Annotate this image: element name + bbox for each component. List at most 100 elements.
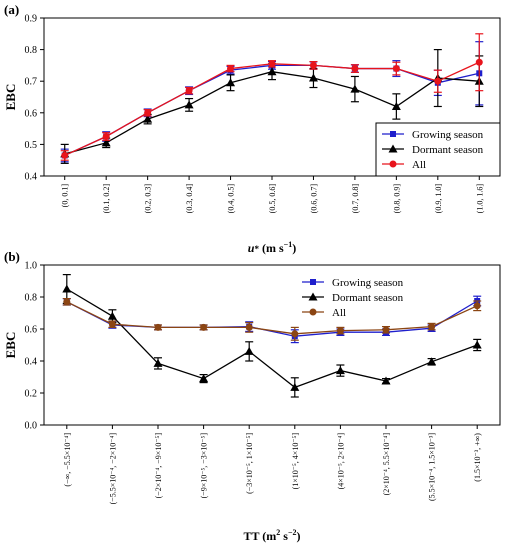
- a-data-point: [185, 87, 193, 95]
- b-data-point: [335, 366, 345, 375]
- a-y-tick-label: 0.4: [25, 172, 38, 183]
- b-legend: Growing season Dormant season All: [302, 277, 404, 319]
- b-x-tick-label: (1×10⁻⁵, 4×10⁻⁵]: [291, 433, 300, 490]
- a-x-tick-label: (0.5, 0.6]: [268, 184, 277, 214]
- chart-b: (b) 0.0 0.2 0.4 0.6 0.8 1.0 EBC (−∞, −5.5×10⁻⁴] (…: [3, 249, 501, 543]
- b-x-tick-label: (−∞, −5.5×10⁻⁴]: [63, 433, 72, 487]
- a-data-point: [309, 61, 317, 69]
- b-legend-label: Growing season: [332, 277, 404, 289]
- b-data-point: [245, 323, 253, 331]
- a-x-tick-label: (0.4, 0.5]: [227, 184, 236, 214]
- b-legend-marker: [309, 308, 317, 316]
- a-legend-marker: [390, 131, 396, 137]
- b-data-point: [199, 374, 209, 383]
- a-y-tick-label: 0.8: [25, 45, 38, 56]
- b-data-point: [154, 323, 162, 331]
- b-x-axis-label: TT (m2 s−2): [243, 528, 300, 543]
- b-data-point: [107, 311, 117, 320]
- a-data-point: [475, 58, 483, 66]
- a-data-point: [351, 65, 359, 73]
- b-x-tick-label: (−9×10⁻⁵, −3×10⁻⁵]: [200, 433, 209, 499]
- a-data-point: [434, 77, 442, 85]
- b-y-tick-label: 1.0: [25, 261, 38, 272]
- a-data-point: [143, 114, 153, 123]
- a-legend: Growing season Dormant season All: [375, 122, 501, 177]
- b-y-tick-label: 0.8: [25, 293, 38, 304]
- a-data-point: [61, 151, 69, 159]
- b-data-point: [108, 320, 116, 328]
- b-x-tick-label: (1.5×10⁻³, +∞): [473, 433, 482, 482]
- a-y-tick-label: 0.9: [25, 14, 38, 25]
- b-data-point: [382, 326, 390, 334]
- b-data-point: [290, 382, 300, 391]
- a-legend-label: All: [412, 159, 426, 171]
- b-legend-marker: [310, 279, 316, 285]
- b-x-tick-label: (4×10⁻⁵, 2×10⁻⁴]: [336, 433, 345, 490]
- b-data-point: [336, 327, 344, 335]
- b-data-point: [473, 302, 481, 310]
- a-legend-label: Dormant season: [412, 144, 484, 156]
- b-x-tick-label: (−5.5×10⁻⁴, −2×10⁻⁴]: [108, 433, 117, 505]
- a-x-axis-label: u* (m s−1): [248, 240, 296, 255]
- b-data-point: [62, 284, 72, 293]
- a-data-point: [308, 73, 318, 82]
- a-data-point: [392, 65, 400, 73]
- b-series-line: [66, 288, 478, 389]
- a-legend-label: Growing season: [412, 129, 484, 141]
- a-x-tick-label: (1.0, 1.6]: [475, 184, 484, 214]
- a-x-tick-label: (0.2, 0.3]: [144, 184, 153, 214]
- a-x-tick-label: (0.1, 0.2]: [102, 184, 111, 214]
- b-y-tick-label: 0.0: [25, 421, 38, 432]
- b-series-3: [62, 298, 482, 341]
- a-data-point: [391, 101, 401, 110]
- b-series-1: [62, 295, 482, 344]
- a-data-point: [350, 84, 360, 93]
- a-series-3: [60, 33, 484, 161]
- b-legend-label: All: [332, 307, 346, 319]
- a-data-point: [101, 138, 111, 147]
- b-data-point: [200, 323, 208, 331]
- a-x-tick-label: (0.7, 0.8]: [351, 184, 360, 214]
- b-y-tick-label: 0.2: [25, 389, 38, 400]
- a-x-tick-label: (0.3, 0.4]: [185, 184, 194, 214]
- b-x-tick-label: (2×10⁻⁴, 5.5×10⁻⁴]: [382, 433, 391, 496]
- b-data-point: [153, 358, 163, 367]
- a-x-tick-label: (0.8, 0.9]: [392, 184, 401, 214]
- a-legend-marker: [389, 160, 397, 168]
- chart-a: (a) 0.4 0.5 0.6 0.7 0.8 0.9 EBC (0, 0.1] (0.1, 0.…: [3, 2, 501, 255]
- b-data-point: [244, 346, 254, 355]
- a-data-point: [267, 67, 277, 76]
- a-y-tick-label: 0.5: [25, 140, 38, 151]
- b-y-tick-label: 0.4: [25, 357, 38, 368]
- b-panel-label: (b): [4, 249, 20, 264]
- b-data-point: [291, 330, 299, 338]
- b-x-tick-label: (−2×10⁻⁴, −9×10⁻⁵]: [154, 433, 163, 499]
- a-data-point: [227, 65, 235, 73]
- a-data-point: [226, 78, 236, 87]
- b-series-2: [62, 274, 482, 398]
- a-x-tick-label: (0, 0.1]: [61, 184, 70, 208]
- a-data-point: [268, 60, 276, 68]
- b-frame: [43, 264, 501, 426]
- b-series-line: [66, 301, 478, 335]
- b-y-tick-label: 0.6: [25, 325, 38, 336]
- b-data-point: [428, 323, 436, 331]
- b-y-axis-label: EBC: [3, 332, 18, 359]
- a-data-point: [144, 109, 152, 117]
- b-legend-marker: [308, 292, 318, 301]
- b-data-point: [63, 298, 71, 306]
- a-data-point: [184, 100, 194, 109]
- b-legend-label: Dormant season: [332, 292, 404, 304]
- a-data-point: [102, 133, 110, 140]
- a-y-axis-label: EBC: [3, 84, 18, 111]
- b-data-point: [472, 340, 482, 349]
- a-y-tick-label: 0.6: [25, 108, 38, 119]
- b-x-tick-label: (−3×10⁻⁵, 1×10⁻⁵]: [245, 433, 254, 494]
- a-x-tick-label: (0.9, 1.0]: [434, 184, 443, 214]
- b-data-point: [427, 357, 437, 366]
- b-data-point: [381, 376, 391, 385]
- b-x-tick-label: (5.5×10⁻⁴, 1.5×10⁻³]: [428, 433, 437, 501]
- a-y-tick-label: 0.7: [25, 77, 38, 88]
- a-panel-label: (a): [4, 2, 19, 17]
